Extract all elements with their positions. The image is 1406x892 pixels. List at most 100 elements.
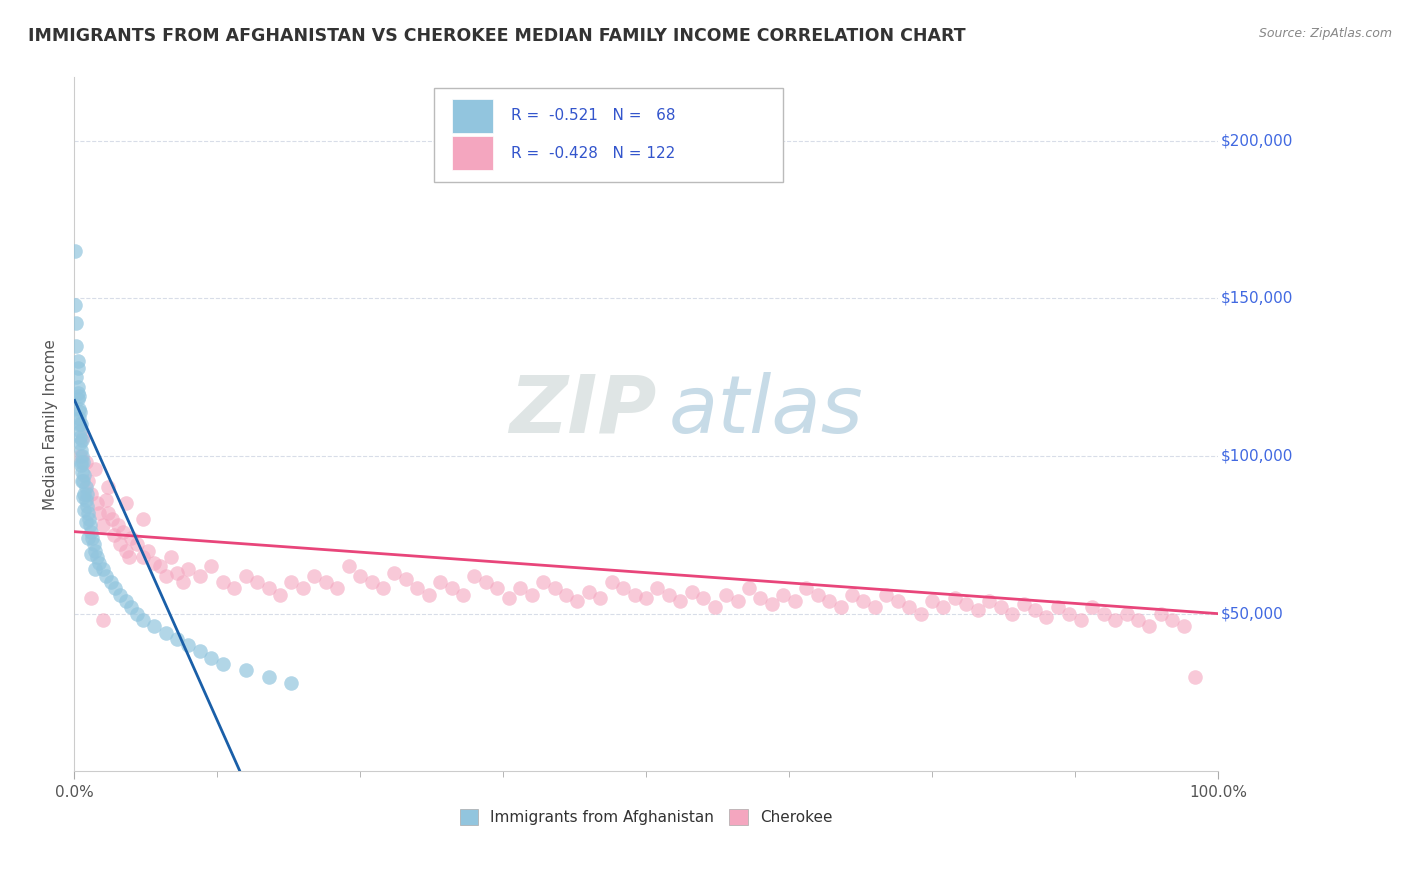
Point [70,465,93,479]
Point [76,474,98,488]
Point [79,518,101,533]
Point [108,588,131,602]
Point [91,613,114,627]
Point [66,379,89,393]
Point [235,664,257,678]
Text: IMMIGRANTS FROM AFGHANISTAN VS CHEROKEE MEDIAN FAMILY INCOME CORRELATION CHART: IMMIGRANTS FROM AFGHANISTAN VS CHEROKEE … [28,27,966,45]
Point [77,512,100,526]
Point [76,506,98,520]
Point [86,496,108,510]
Point [280,676,302,690]
Point [772,588,794,602]
Point [910,607,932,621]
Point [70,455,93,469]
Point [166,566,188,580]
Point [794,582,817,596]
Point [1001,607,1024,621]
Point [120,600,142,615]
Point [75,493,97,508]
Point [67,389,90,403]
Point [360,575,382,590]
Point [80,524,103,539]
Point [714,588,737,602]
Point [138,543,160,558]
Point [125,537,148,551]
Point [86,549,108,564]
Point [65,370,87,384]
Point [66,392,89,406]
Point [1150,607,1173,621]
Text: R =  -0.428   N = 122: R = -0.428 N = 122 [510,145,675,161]
Point [315,575,337,590]
Point [932,600,955,615]
Point [70,433,93,447]
Text: $150,000: $150,000 [1220,291,1292,306]
Point [257,582,280,596]
Point [326,582,349,596]
Point [166,632,188,646]
Point [269,588,291,602]
Point [589,591,612,605]
Point [188,569,211,583]
Point [966,603,988,617]
Point [371,582,394,596]
Point [623,588,645,602]
Point [291,582,314,596]
Point [807,588,830,602]
Point [149,559,172,574]
Point [89,556,111,570]
Point [66,385,89,400]
Point [863,600,886,615]
Point [80,487,103,501]
Text: $100,000: $100,000 [1220,449,1292,464]
Point [112,524,135,539]
Point [120,531,142,545]
Text: $200,000: $200,000 [1220,133,1292,148]
Point [101,512,124,526]
Point [852,594,875,608]
Point [681,584,703,599]
Point [1046,600,1069,615]
Point [132,549,155,564]
Point [304,569,326,583]
Point [107,518,129,533]
Point [1161,613,1184,627]
Point [509,582,531,596]
Point [395,572,418,586]
Point [921,594,943,608]
Point [108,537,131,551]
Point [600,575,623,590]
Point [188,644,211,658]
Point [103,528,125,542]
Point [1126,613,1149,627]
Point [636,591,658,605]
FancyBboxPatch shape [434,87,783,182]
Point [132,512,155,526]
Point [70,474,93,488]
Point [955,597,977,611]
Text: R =  -0.521   N =   68: R = -0.521 N = 68 [510,108,675,123]
Point [69,405,91,419]
Point [70,458,93,473]
Point [211,657,233,672]
Point [475,575,498,590]
Point [727,594,749,608]
Point [246,575,269,590]
Point [66,354,89,368]
Point [143,556,166,570]
Point [70,417,93,432]
Point [783,594,806,608]
Point [1115,607,1137,621]
Point [83,461,105,475]
Point [1104,613,1126,627]
Point [520,588,543,602]
Point [114,496,136,510]
Point [94,493,117,508]
Point [70,442,93,457]
Point [658,588,681,602]
Point [1059,607,1081,621]
Point [80,591,103,605]
Point [943,591,966,605]
Point [1173,619,1195,633]
Point [65,244,87,258]
